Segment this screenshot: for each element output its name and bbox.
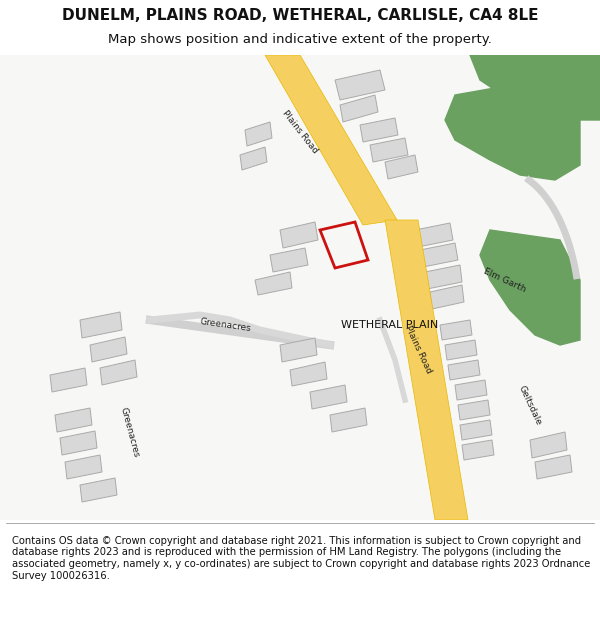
Polygon shape [65,455,102,479]
Text: Map shows position and indicative extent of the property.: Map shows position and indicative extent… [108,33,492,46]
Text: Elm Garth: Elm Garth [482,266,527,294]
Polygon shape [470,55,600,120]
Polygon shape [455,380,487,400]
Text: Contains OS data © Crown copyright and database right 2021. This information is : Contains OS data © Crown copyright and d… [12,536,590,581]
Polygon shape [430,285,464,309]
Polygon shape [480,230,580,345]
Polygon shape [530,432,567,458]
Polygon shape [90,337,127,362]
Polygon shape [280,222,318,248]
Polygon shape [55,408,92,432]
Polygon shape [385,155,418,179]
Polygon shape [310,385,347,409]
Polygon shape [490,70,580,105]
Text: Geltsdale: Geltsdale [517,384,543,426]
Polygon shape [420,243,458,267]
Polygon shape [535,455,572,479]
Text: Greenacres: Greenacres [119,406,141,458]
Text: Plains Road: Plains Road [403,324,433,376]
Polygon shape [50,368,87,392]
Polygon shape [240,147,267,170]
Polygon shape [462,440,494,460]
Polygon shape [340,95,378,122]
Text: WETHERAL PLAIN: WETHERAL PLAIN [341,320,439,330]
Text: Plains Road: Plains Road [280,109,320,155]
Polygon shape [270,248,308,272]
Polygon shape [360,118,398,142]
Polygon shape [245,122,272,146]
Text: DUNELM, PLAINS ROAD, WETHERAL, CARLISLE, CA4 8LE: DUNELM, PLAINS ROAD, WETHERAL, CARLISLE,… [62,8,538,23]
Polygon shape [445,340,477,360]
Text: Greenacres: Greenacres [199,317,251,333]
Polygon shape [458,400,490,420]
Polygon shape [415,223,453,247]
Polygon shape [100,360,137,385]
Polygon shape [60,431,97,455]
Polygon shape [385,220,468,520]
Polygon shape [440,320,472,340]
Polygon shape [290,362,327,386]
Polygon shape [80,312,122,338]
Polygon shape [370,138,408,162]
Polygon shape [445,80,580,180]
Polygon shape [280,338,317,362]
Polygon shape [460,420,492,440]
Polygon shape [255,272,292,295]
Polygon shape [425,265,462,289]
Polygon shape [335,70,385,100]
Polygon shape [265,55,397,225]
Polygon shape [448,360,480,380]
Polygon shape [330,408,367,432]
Polygon shape [80,478,117,502]
